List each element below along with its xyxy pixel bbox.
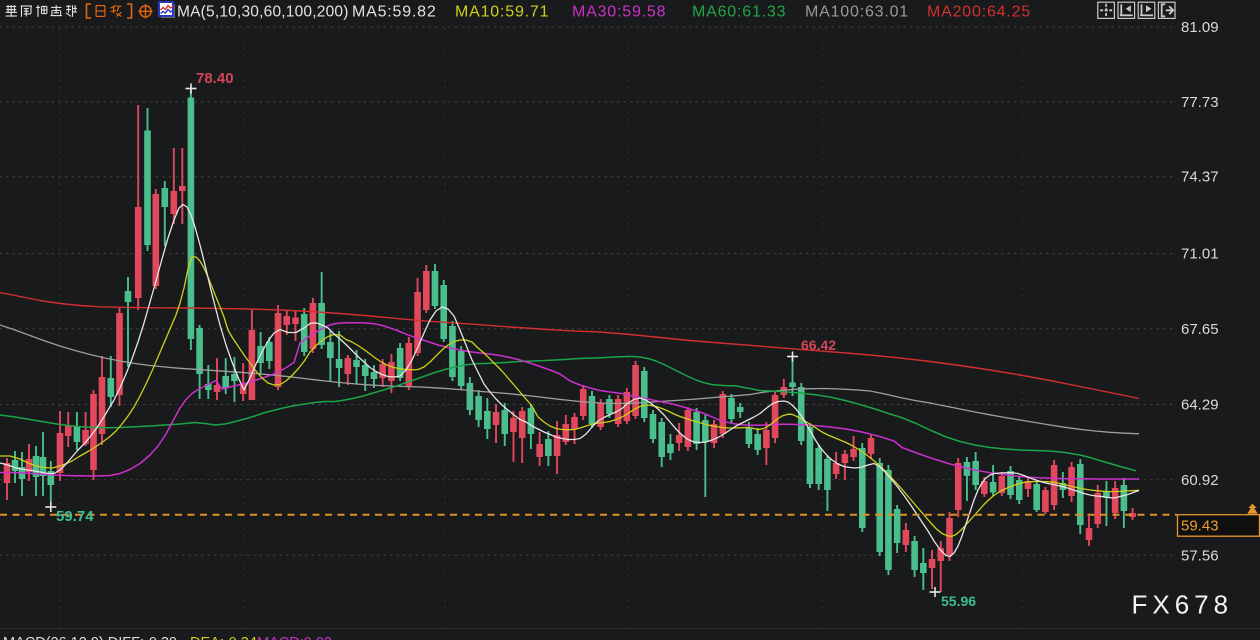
svg-text:MACD(26,12,9) DIFF:-0.39: MACD(26,12,9) DIFF:-0.39 xyxy=(3,635,177,640)
svg-text:55.96: 55.96 xyxy=(941,593,976,609)
svg-text:MA5:59.82: MA5:59.82 xyxy=(352,4,437,21)
svg-text:MA30:59.58: MA30:59.58 xyxy=(572,4,666,21)
svg-text:67.65: 67.65 xyxy=(1181,321,1219,338)
svg-text:59.74: 59.74 xyxy=(56,508,94,525)
svg-text:MACD:0.02: MACD:0.02 xyxy=(257,635,332,640)
svg-text:FX678: FX678 xyxy=(1132,590,1234,620)
svg-text:57.56: 57.56 xyxy=(1181,547,1219,564)
svg-text:DEA:-0.34: DEA:-0.34 xyxy=(190,635,257,640)
svg-text:77.73: 77.73 xyxy=(1181,94,1219,111)
svg-text:64.29: 64.29 xyxy=(1181,397,1219,414)
svg-text:MA60:61.33: MA60:61.33 xyxy=(692,4,786,21)
svg-text:MA100:63.01: MA100:63.01 xyxy=(805,4,909,21)
svg-text:71.01: 71.01 xyxy=(1181,246,1219,263)
svg-text:MA(5,10,30,60,100,200): MA(5,10,30,60,100,200) xyxy=(177,4,349,21)
svg-text:MA10:59.71: MA10:59.71 xyxy=(455,4,549,21)
svg-text:78.40: 78.40 xyxy=(196,70,234,87)
svg-text:66.42: 66.42 xyxy=(801,337,836,353)
svg-text:74.37: 74.37 xyxy=(1181,169,1219,186)
svg-text:60.92: 60.92 xyxy=(1181,472,1219,489)
svg-text:MA200:64.25: MA200:64.25 xyxy=(927,4,1031,21)
svg-text:81.09: 81.09 xyxy=(1181,19,1219,36)
svg-text:59.43: 59.43 xyxy=(1181,518,1219,535)
